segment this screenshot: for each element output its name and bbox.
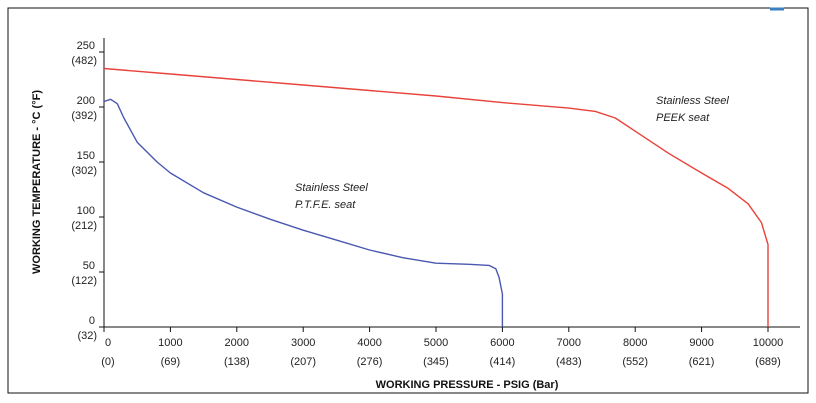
y-tick-sublabel: (212) [71, 220, 97, 232]
series-annotation-peek: Stainless Steel [656, 95, 729, 107]
x-tick-sublabel: (207) [290, 356, 316, 368]
y-tick-sublabel: (302) [71, 165, 97, 177]
annotations: Stainless Steel PEEK seat Stainless Steel P… [295, 95, 729, 211]
x-tick-label: 4000 [357, 337, 381, 349]
y-tick-sublabel: (122) [71, 275, 97, 287]
x-tick-label: 0 [105, 337, 111, 349]
x-tick-label: 2000 [225, 337, 249, 349]
y-axis-label: WORKING TEMPERATURE - °C (°F) [31, 90, 43, 274]
x-tick-label: 1000 [158, 337, 182, 349]
x-ticks: 0 (0) 1000 (69) 2000 (138) 3000 (207) 4000 (276) 5… [101, 327, 783, 368]
series-annotation-ptfe: P.T.F.E. seat [295, 199, 356, 211]
x-tick-label: 5000 [424, 337, 448, 349]
y-tick-label: 100 [77, 205, 95, 217]
x-tick-sublabel: (414) [490, 356, 516, 368]
y-tick-label: 250 [77, 40, 95, 52]
series-annotation-ptfe: Stainless Steel [295, 182, 368, 194]
series-line-ptfe [103, 98, 504, 327]
y-tick-label: 200 [77, 95, 95, 107]
y-ticks: 0 (32) 50 (122) 100 (212) 150 (302) 200 (392) 250 (… [71, 40, 104, 342]
x-tick-label: 9000 [689, 337, 713, 349]
series-lines [103, 67, 769, 327]
x-tick-label: 8000 [623, 337, 647, 349]
chart-frame [7, 7, 809, 394]
y-tick-label: 0 [89, 315, 95, 327]
x-tick-sublabel: (276) [357, 356, 383, 368]
y-tick-sublabel: (482) [71, 55, 97, 67]
x-tick-sublabel: (0) [101, 356, 114, 368]
x-tick-label: 7000 [557, 337, 581, 349]
x-tick-label: 10000 [753, 337, 784, 349]
x-tick-label: 3000 [291, 337, 315, 349]
x-tick-sublabel: (138) [224, 356, 250, 368]
x-axis-label: WORKING PRESSURE - PSIG (Bar) [376, 379, 559, 391]
series-line-peek [103, 67, 769, 327]
y-tick-label: 150 [77, 150, 95, 162]
x-tick-sublabel: (345) [423, 356, 449, 368]
x-tick-sublabel: (689) [755, 356, 781, 368]
y-tick-sublabel: (32) [77, 330, 97, 342]
x-tick-sublabel: (621) [689, 356, 715, 368]
y-tick-label: 50 [83, 260, 95, 272]
y-tick-sublabel: (392) [71, 110, 97, 122]
x-tick-label: 6000 [490, 337, 514, 349]
x-tick-sublabel: (552) [622, 356, 648, 368]
series-annotation-peek: PEEK seat [656, 112, 710, 124]
axes [103, 38, 800, 328]
x-tick-sublabel: (69) [161, 356, 181, 368]
x-tick-sublabel: (483) [556, 356, 582, 368]
